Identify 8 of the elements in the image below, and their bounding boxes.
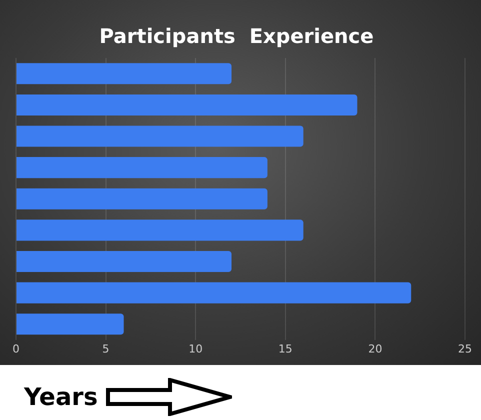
chart-title: Participants Experience xyxy=(99,24,374,48)
x-tick-label: 5 xyxy=(102,342,110,356)
x-tick-label: 10 xyxy=(188,342,203,356)
x-tick-label: 25 xyxy=(458,342,472,356)
x-tick-label: 0 xyxy=(12,342,20,356)
x-tick-label: 20 xyxy=(368,342,382,356)
x-axis-title: Years xyxy=(24,383,98,411)
x-tick-label: 15 xyxy=(278,342,292,356)
